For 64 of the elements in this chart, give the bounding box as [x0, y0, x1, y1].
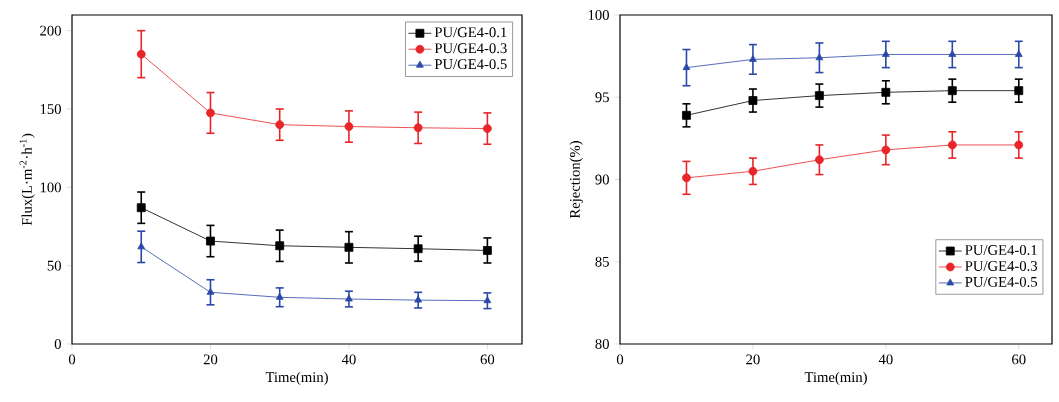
y-tick-label: 95: [595, 92, 609, 103]
point: [136, 203, 146, 213]
point: [482, 246, 492, 255]
x-tick-label: 60: [1012, 354, 1026, 365]
legend-label: PU/GE4-0.1: [434, 27, 507, 38]
point: [948, 50, 957, 57]
point: [881, 50, 890, 57]
point: [275, 241, 285, 251]
point: [748, 166, 758, 176]
point: [1014, 86, 1024, 96]
legend-label: PU/GE4-0.3: [965, 261, 1038, 271]
x-tick-label: 0: [616, 354, 624, 365]
point: [814, 155, 824, 165]
point: [413, 244, 423, 254]
legend-label: PU/GE4-0.5: [965, 276, 1038, 287]
point: [345, 294, 353, 302]
y-tick-label: 200: [40, 25, 61, 36]
point: [682, 173, 691, 183]
y-tick-label: 50: [47, 260, 61, 271]
x-tick-label: 40: [341, 354, 356, 365]
y-tick-label: 80: [595, 339, 609, 349]
point: [483, 296, 492, 304]
x-axis-title: Time(min): [804, 371, 867, 386]
point: [815, 53, 824, 61]
point: [1014, 50, 1023, 57]
legend-label: PU/GE4-0.1: [965, 245, 1037, 256]
point: [275, 120, 285, 130]
point: [947, 86, 957, 96]
point: [137, 242, 146, 250]
point: [881, 145, 891, 155]
point: [136, 49, 146, 59]
point: [881, 87, 891, 97]
x-tick-label: 0: [68, 354, 76, 365]
point: [275, 292, 284, 300]
point: [344, 122, 354, 131]
y-tick-label: 100: [588, 10, 609, 20]
point: [414, 295, 423, 303]
point: [1014, 140, 1024, 150]
point: [482, 124, 492, 133]
x-tick-label: 60: [480, 354, 495, 365]
point: [206, 108, 215, 118]
y-tick-label: 100: [40, 182, 61, 193]
y-tick-label: 0: [54, 339, 61, 349]
point: [682, 110, 691, 120]
point: [947, 140, 957, 150]
y-tick-label: 85: [595, 256, 609, 267]
point: [206, 236, 215, 246]
y-axis-title: Flux(L·m$^{-2}$·h$^{-1}$): [19, 133, 35, 226]
x-axis-title: Time(min): [265, 371, 328, 386]
point: [206, 287, 215, 295]
point: [344, 242, 354, 252]
y-tick-label: 150: [40, 104, 61, 114]
x-tick-label: 40: [878, 354, 893, 365]
y-axis-title: Rejection(%): [569, 141, 583, 219]
point: [814, 91, 824, 100]
point: [748, 96, 758, 105]
y-tick-label: 90: [595, 174, 609, 185]
point: [682, 63, 691, 71]
point: [749, 55, 757, 62]
legend-label: PU/GE4-0.5: [434, 59, 507, 70]
x-tick-label: 20: [203, 354, 218, 365]
x-tick-label: 20: [746, 354, 760, 365]
legend-label: PU/GE4-0.3: [434, 43, 507, 54]
point: [413, 123, 423, 133]
